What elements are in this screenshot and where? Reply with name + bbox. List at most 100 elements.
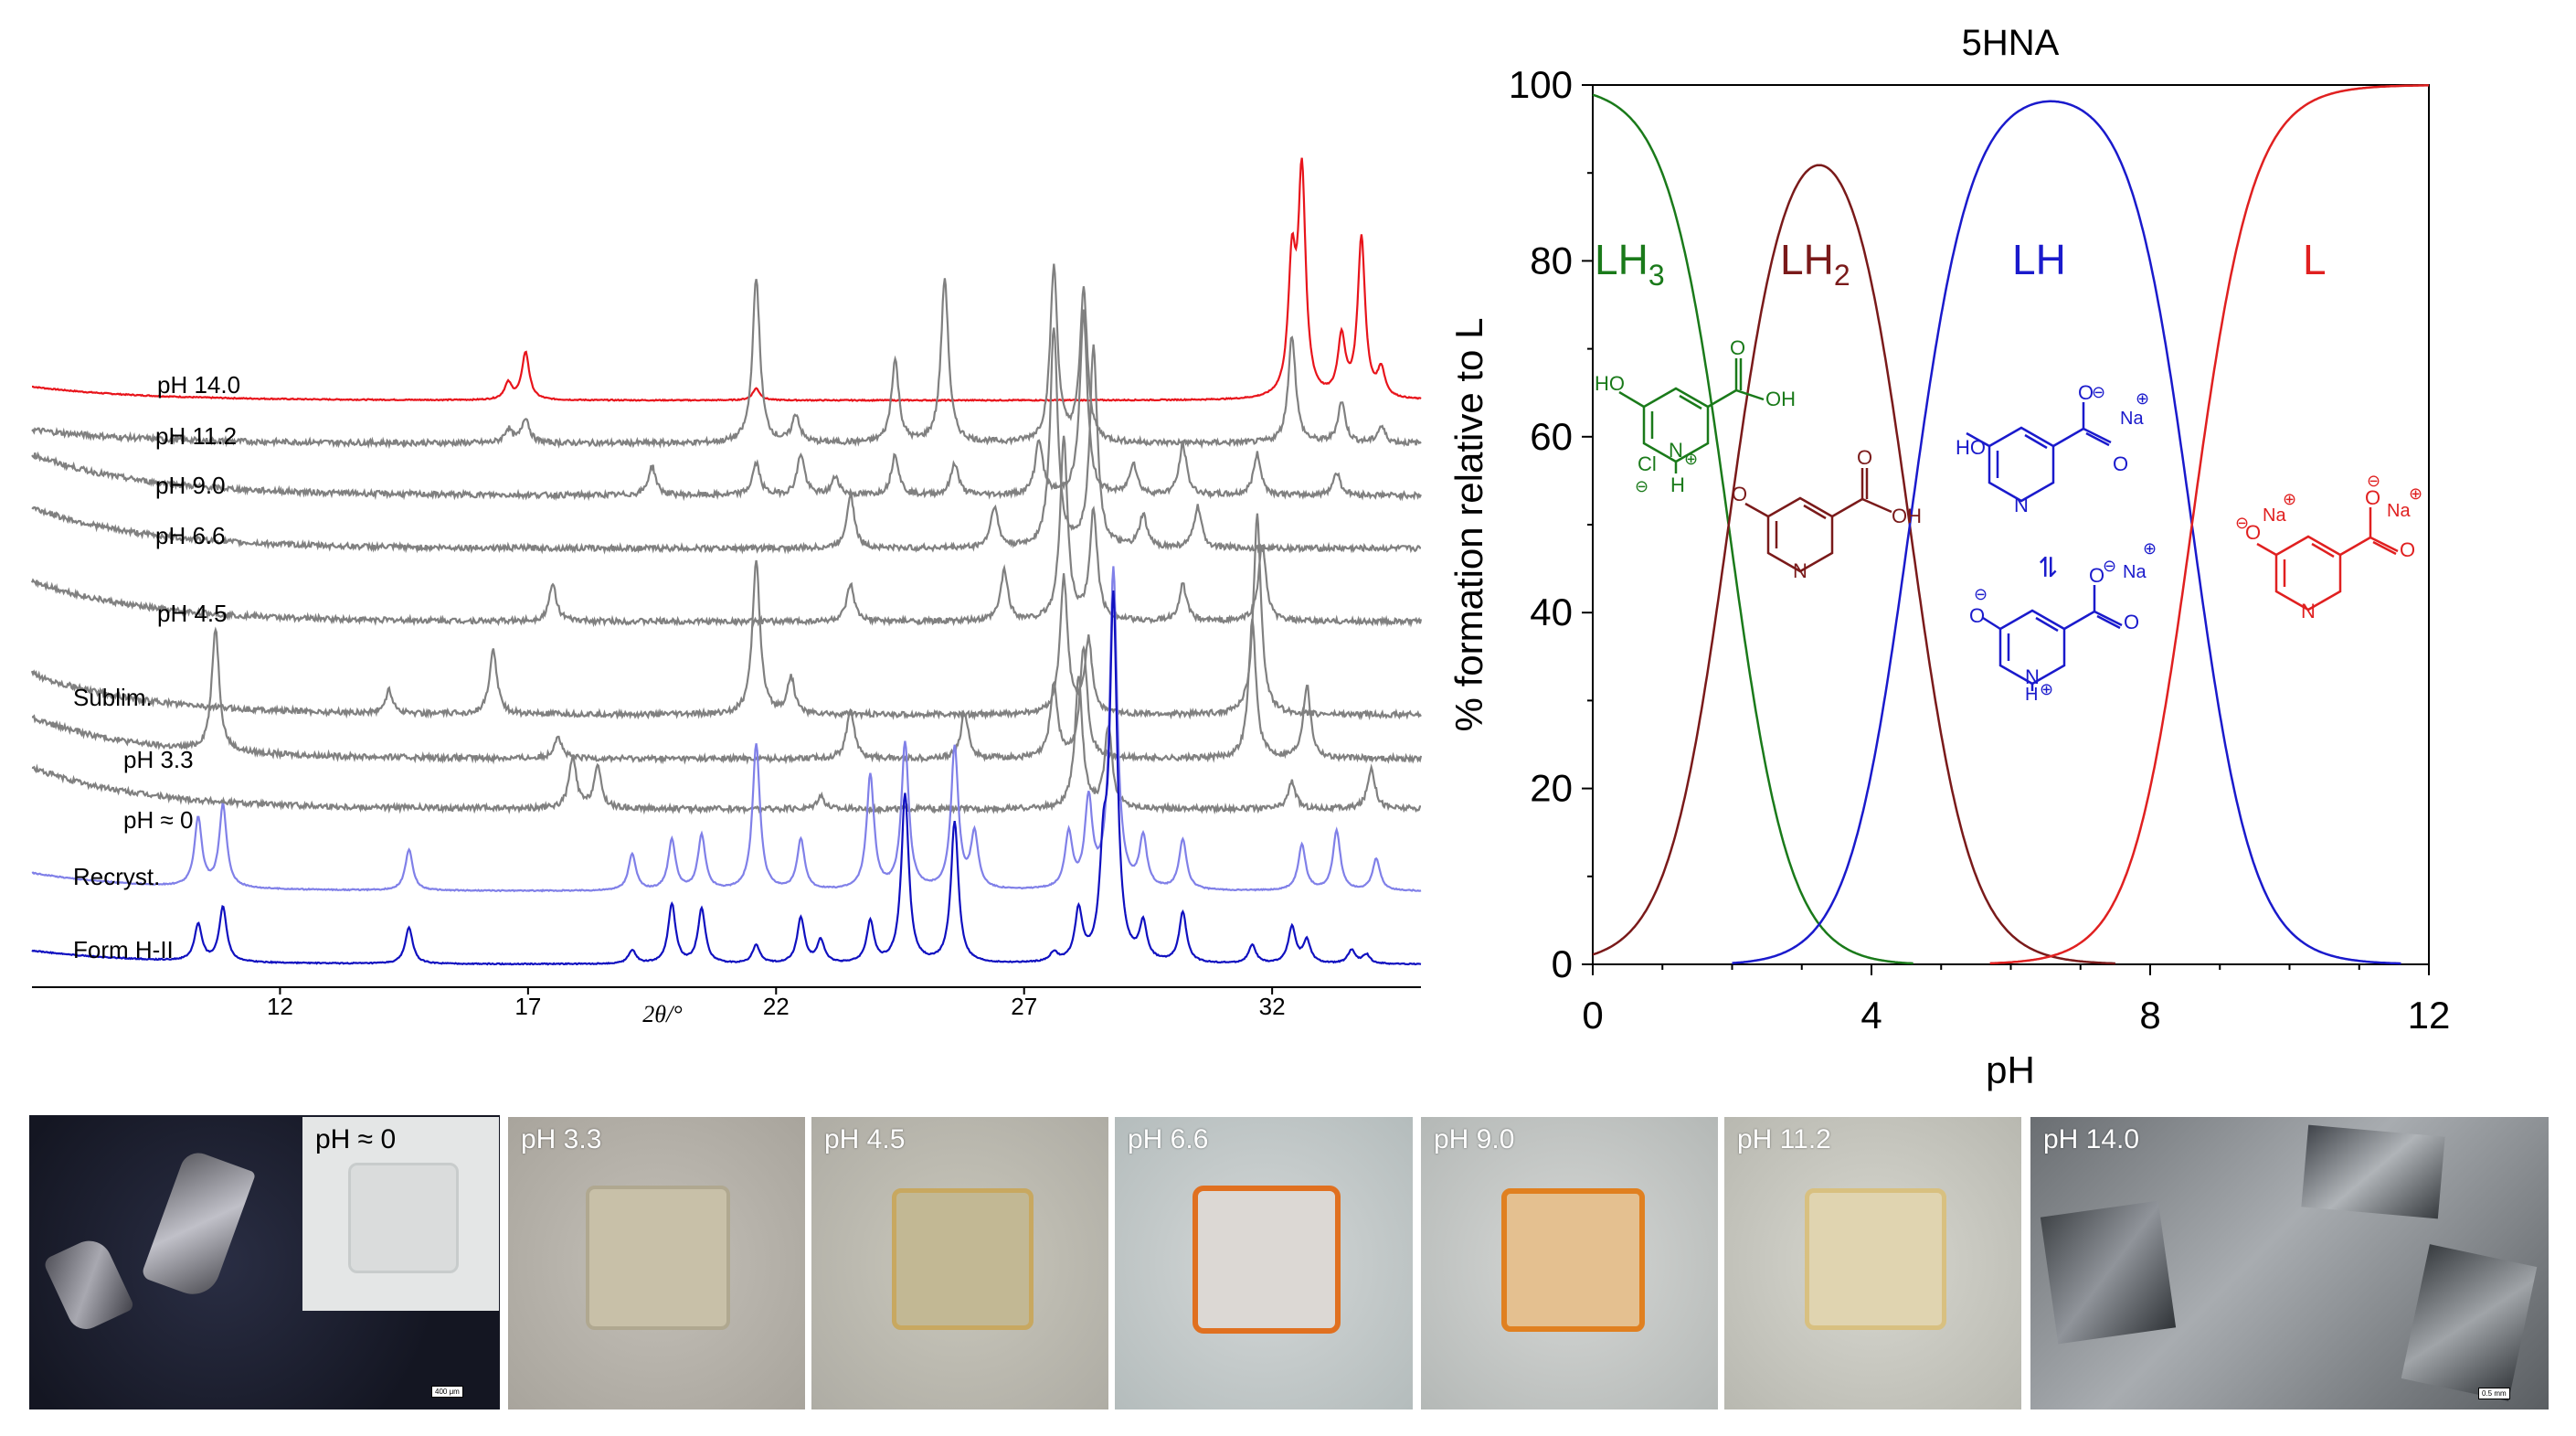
lh3-cl: Cl <box>1638 452 1657 475</box>
photo-ph-9-0: pH 9.0 <box>1421 1117 1718 1409</box>
crystallization-well <box>586 1186 730 1330</box>
lh-a-o2: O <box>2113 452 2128 475</box>
speciation-plot-area <box>1592 84 2430 965</box>
xrd-trace-label: pH 9.0 <box>155 472 226 499</box>
speciation-x-tick-label: 4 <box>1860 994 1882 1037</box>
xrd-trace <box>30 435 1423 628</box>
xrd-trace-label: pH 6.6 <box>155 522 226 549</box>
lh3-oh: OH <box>1765 388 1796 410</box>
l-minus: ⊖ <box>2235 514 2249 532</box>
lh3-minus: ⊖ <box>1635 477 1648 495</box>
xrd-trace-label: pH 11.2 <box>155 422 237 450</box>
lh2-structure: O O OH N <box>1732 446 1922 582</box>
lh-b-o2: O <box>2089 564 2104 587</box>
crystallization-well <box>348 1163 459 1273</box>
lh-b-h: H <box>2025 685 2038 705</box>
speciation-y-tick-label: 100 <box>1509 63 1573 106</box>
crystallization-well <box>1805 1188 1946 1330</box>
photo-ph-3-3: pH 3.3 <box>508 1117 805 1409</box>
xrd-trace-label: pH 14.0 <box>157 371 240 399</box>
speciation-y-tick-label: 60 <box>1530 415 1573 458</box>
lh-structure-a: HO O ⊖ O ⊕ Na N <box>1956 381 2149 516</box>
crystal-fragment <box>2401 1244 2538 1401</box>
photo-ph-4-5: pH 4.5 <box>811 1117 1108 1409</box>
lh2-oh: OH <box>1892 505 1922 527</box>
lh-a-minus: ⊖ <box>2092 383 2105 401</box>
xrd-trace-label: pH ≈ 0 <box>123 806 193 834</box>
speciation-y-tick-label: 20 <box>1530 767 1573 810</box>
speciation-x-tick-label: 12 <box>2408 994 2451 1037</box>
lh2-o2: O <box>1857 446 1872 469</box>
lh-b-na: Na <box>2123 562 2147 582</box>
xrd-trace <box>30 513 1422 721</box>
l-n: N <box>2301 600 2316 622</box>
xrd-chart: 12 17 22 27 32 pH 14.0 pH 11.2 pH 9.0 pH 6.6 pH … <box>30 157 1423 1027</box>
lh3-plus: ⊕ <box>1684 450 1698 468</box>
speciation-x-label: pH <box>1986 1048 2035 1091</box>
crystal-fragment <box>42 1233 135 1335</box>
species-curve <box>1989 84 2429 965</box>
speciation-y-tick-label: 80 <box>1530 239 1573 282</box>
lh-b-plus2: ⊕ <box>2040 680 2053 698</box>
l-plus2: ⊕ <box>2409 484 2422 503</box>
l-structure: O ⊖ Na ⊕ O ⊖ Na ⊕ O N <box>2235 472 2422 622</box>
species-label-l: L <box>2303 236 2327 283</box>
xrd-trace-label: Recryst. <box>73 863 160 890</box>
lh-a-o: O <box>2078 381 2094 404</box>
speciation-y-label: % formation relative to L <box>1447 318 1490 732</box>
photo-label: pH 14.0 <box>2043 1124 2140 1154</box>
xrd-tick-label: 12 <box>267 993 293 1020</box>
scale-bar: 0.5 mm <box>2478 1388 2510 1399</box>
lh-b-minus2: ⊖ <box>2103 557 2116 575</box>
lh3-structure: HO O OH N ⊕ H Cl ⊖ <box>1595 336 1796 496</box>
xrd-trace <box>31 263 1422 450</box>
lh3-n: N <box>1669 439 1683 462</box>
l-o: O <box>2245 521 2261 544</box>
xrd-trace-label: pH 4.5 <box>157 600 228 627</box>
lh-a-plus: ⊕ <box>2136 389 2149 408</box>
lh3-o: O <box>1730 336 1745 359</box>
l-na: Na <box>2263 505 2286 526</box>
xrd-trace <box>31 675 1422 815</box>
xrd-tick-label: 32 <box>1259 993 1286 1020</box>
lh-b-plus: ⊕ <box>2143 539 2157 558</box>
l-na2: Na <box>2387 501 2411 521</box>
xrd-trace-label: pH 3.3 <box>123 746 194 773</box>
species-curve <box>1592 164 2115 965</box>
species-curve <box>1592 93 1913 965</box>
species-label-lh3: LH3 <box>1595 236 1665 292</box>
crystal-fragment <box>140 1147 257 1303</box>
speciation-x-tick-label: 8 <box>2139 994 2160 1037</box>
lh2-n: N <box>1793 559 1807 582</box>
photo-label: pH 4.5 <box>824 1124 906 1154</box>
xrd-trace <box>31 618 1423 765</box>
lh-b-n: N <box>2025 665 2040 688</box>
lh-a-ho: HO <box>1956 436 1986 459</box>
photo-ph-6-6: pH 6.6 <box>1115 1117 1413 1409</box>
l-minus2: ⊖ <box>2367 472 2380 490</box>
lh-structure-b: O ⊖ O ⊖ O ⊕ Na N H ⊕ <box>1969 539 2157 705</box>
speciation-chart: 0 4 8 12 0 20 40 60 80 100 5HNA pH % formation re… <box>1447 23 2450 1091</box>
scale-bar: 400 μm <box>431 1386 463 1398</box>
species-label-lh: LH <box>2012 236 2066 283</box>
lh-b-o3: O <box>2124 611 2139 633</box>
photo-label: pH 9.0 <box>1434 1124 1515 1154</box>
xrd-tick-label: 27 <box>1011 993 1037 1020</box>
xrd-x-axis-label: 2θ/° <box>642 1001 682 1027</box>
xrd-trace-label: Sublim. <box>73 684 153 711</box>
photo-ph-11-2: pH 11.2 <box>1724 1117 2021 1409</box>
speciation-title: 5HNA <box>1962 23 2060 63</box>
crystal-fragment <box>2301 1124 2445 1219</box>
lh-a-n: N <box>2014 494 2029 516</box>
xrd-trace <box>31 566 1422 893</box>
xrd-trace <box>31 309 1422 502</box>
crystal-fragment <box>2040 1200 2177 1345</box>
speciation-y-tick-label: 40 <box>1530 590 1573 633</box>
lh-b-o: O <box>1969 604 1985 627</box>
xrd-trace <box>31 327 1422 555</box>
species-curve <box>1732 100 2401 965</box>
xrd-trace-label: Form H-II <box>73 936 174 963</box>
speciation-y-tick-label: 0 <box>1552 942 1573 985</box>
photo-ph-0: pH ≈ 0 <box>302 1117 499 1311</box>
